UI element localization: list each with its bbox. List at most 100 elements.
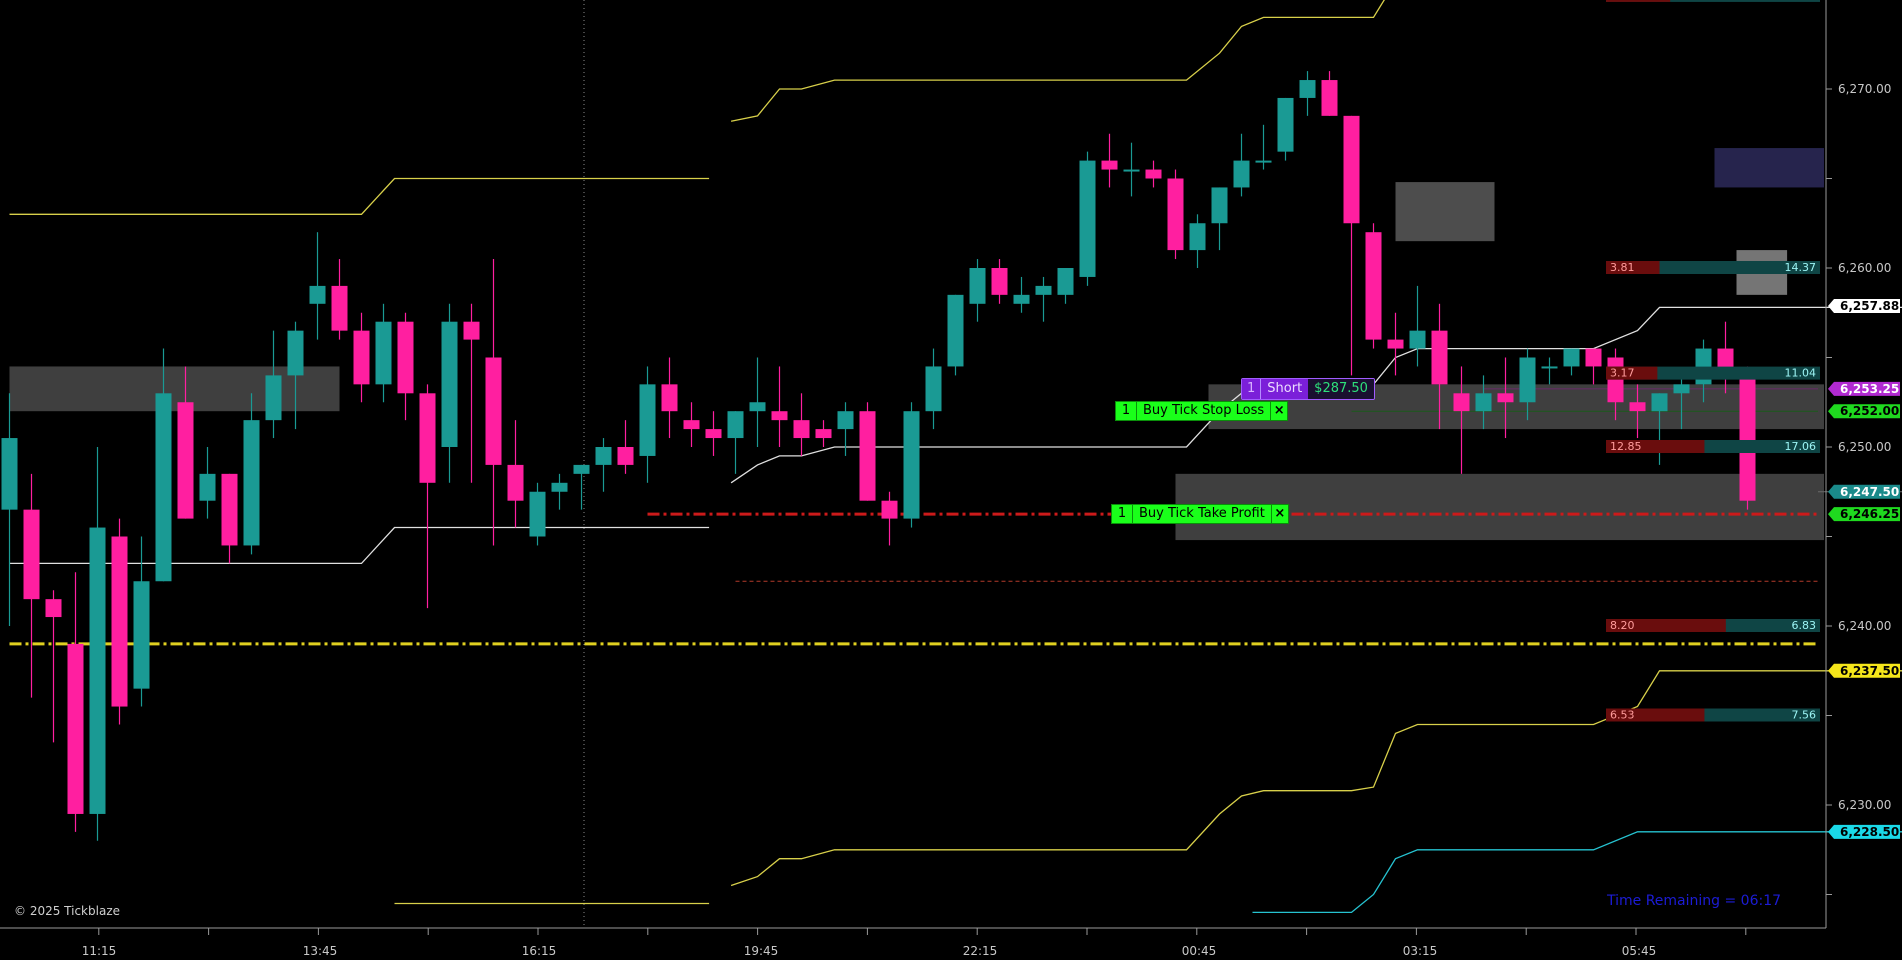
- stop-order-cancel-icon[interactable]: ×: [1270, 402, 1287, 421]
- candle-body: [1079, 160, 1096, 277]
- x-tick-label: 00:45: [1182, 944, 1217, 958]
- y-tick-label: 6,250.00: [1838, 440, 1891, 454]
- candle-body: [727, 411, 744, 439]
- position-pnl: $287.50: [1308, 378, 1374, 399]
- profile-right-value: 7.56: [1792, 709, 1817, 722]
- candle-body: [1321, 80, 1338, 116]
- candle-body: [287, 330, 304, 376]
- candle-body: [265, 375, 282, 421]
- candle-body: [1563, 348, 1580, 367]
- x-tick-label: 22:15: [963, 944, 998, 958]
- position-side: Short: [1260, 378, 1309, 399]
- price-label-flag: [1828, 381, 1900, 396]
- candle-body: [705, 429, 722, 439]
- profile-left-value: 3.17: [1610, 367, 1635, 380]
- candle-body: [793, 420, 810, 439]
- candle-body: [1255, 160, 1272, 163]
- candle-body: [903, 411, 920, 519]
- price-label-text: 6,228.50: [1840, 825, 1899, 839]
- candle-body: [1673, 384, 1690, 394]
- profile-bar-red: [1606, 261, 1660, 274]
- candle-body: [1343, 115, 1360, 224]
- short-position-tag[interactable]: 1 Short $287.50: [1241, 377, 1375, 400]
- candle-body: [1145, 169, 1162, 179]
- candle-body: [1519, 357, 1536, 403]
- profile-right-value: 13.40: [1785, 0, 1817, 2]
- candle-body: [397, 321, 414, 394]
- candle-body: [111, 536, 128, 707]
- time-remaining-text: Time Remaining = 06:17: [1607, 893, 1782, 909]
- profile-left-value: 12.85: [1610, 440, 1642, 453]
- stop-order-label: Buy Tick Stop Loss: [1143, 403, 1265, 419]
- candle-body: [1585, 348, 1602, 367]
- candle-body: [45, 599, 62, 618]
- profile-bar-red: [1606, 619, 1726, 632]
- candle-body: [1035, 285, 1052, 295]
- candle-body: [683, 420, 700, 430]
- profile-bar-bg: [1606, 0, 1820, 2]
- candle-body: [1739, 375, 1756, 501]
- session2-yellow-upper-band: [730, 0, 1385, 122]
- position-qty: 1: [1242, 378, 1261, 399]
- candle-body: [1013, 294, 1030, 304]
- candle-body: [1189, 223, 1206, 251]
- candle-body: [947, 294, 964, 367]
- candle-body: [881, 500, 898, 519]
- candle-body: [573, 464, 590, 474]
- candle-body: [661, 384, 678, 412]
- candle-body: [815, 429, 832, 439]
- candle-body: [1277, 97, 1294, 152]
- candle-body: [1387, 339, 1404, 349]
- candle-body: [485, 357, 502, 465]
- x-tick-label: 03:15: [1403, 944, 1438, 958]
- candle-body: [1211, 187, 1228, 224]
- candle-body: [1299, 80, 1316, 98]
- zone-rect-0: [9, 366, 340, 412]
- candle-body: [67, 643, 84, 814]
- price-label-flag: [1828, 824, 1900, 839]
- candle-body: [639, 384, 656, 456]
- profile-left-value: 8.20: [1610, 619, 1635, 632]
- profile-left-value: 3.81: [1610, 261, 1635, 274]
- candle-body: [133, 581, 150, 689]
- candle-body: [155, 393, 172, 582]
- price-label-text: 6,252.00: [1840, 404, 1899, 418]
- candle-body: [771, 411, 788, 421]
- stop-loss-order-tag[interactable]: 1 Buy Tick Stop Loss ×: [1115, 401, 1289, 422]
- take-profit-order-tag[interactable]: 1 Buy Tick Take Profit ×: [1111, 504, 1289, 525]
- profile-bar-red: [1606, 0, 1671, 2]
- candle-body: [1651, 393, 1668, 412]
- profile-right-value: 17.06: [1785, 440, 1817, 453]
- price-label-flag: [1828, 404, 1900, 419]
- zone-rect-3: [1395, 182, 1495, 242]
- candle-body: [441, 321, 458, 447]
- profile-right-value: 14.37: [1785, 261, 1817, 274]
- candle-body: [419, 393, 436, 483]
- candle-body: [1409, 330, 1426, 349]
- price-label-text: 6,237.50: [1840, 664, 1899, 678]
- candle-body: [837, 411, 854, 430]
- candle-body: [1233, 160, 1250, 188]
- candle-body: [463, 321, 480, 340]
- target-order-cancel-icon[interactable]: ×: [1270, 505, 1288, 524]
- candle-body: [1, 438, 18, 510]
- target-order-label: Buy Tick Take Profit: [1139, 506, 1265, 522]
- price-label-text: 6,253.25: [1840, 382, 1899, 396]
- candle-body: [353, 330, 370, 385]
- candle-body: [859, 411, 876, 501]
- candle-body: [991, 268, 1008, 295]
- candle-body: [23, 509, 40, 600]
- candle-body: [1365, 232, 1382, 340]
- candle-body: [221, 473, 238, 546]
- candle-body: [529, 491, 546, 537]
- y-tick-label: 6,230.00: [1838, 798, 1891, 812]
- candle-body: [177, 402, 194, 519]
- price-label-text: 6,246.25: [1840, 507, 1899, 521]
- session1-white-lower-band: [9, 526, 710, 565]
- profile-left-value: 6.53: [1610, 709, 1635, 722]
- session2-cyan-lower-band: [1252, 831, 1902, 914]
- price-label-flag: [1828, 507, 1900, 522]
- candle-body: [1101, 160, 1118, 170]
- candle-body: [243, 420, 260, 546]
